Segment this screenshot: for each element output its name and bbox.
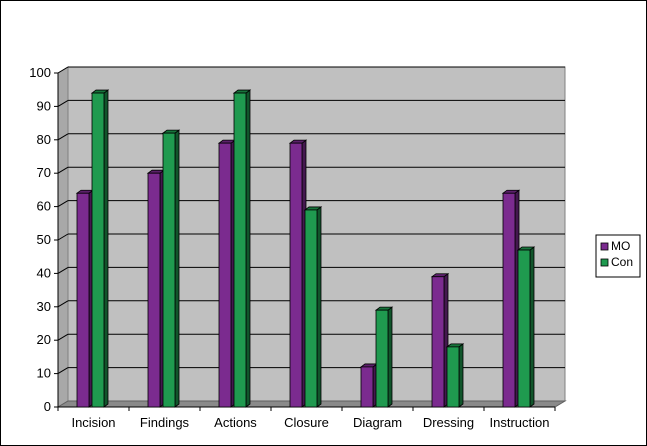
bar-front — [218, 142, 232, 408]
x-tick-label: Incision — [71, 415, 115, 430]
bar-front — [233, 92, 247, 408]
y-tick-label: 40 — [37, 265, 51, 280]
bars — [75, 89, 536, 408]
bar-front — [375, 309, 389, 408]
bar-front — [162, 132, 176, 408]
y-tick-label: 30 — [37, 299, 51, 314]
gridline-side — [57, 133, 69, 141]
legend-swatch-mo — [600, 242, 609, 251]
gridline-side — [57, 300, 69, 308]
bar-mo-actions — [217, 139, 237, 408]
y-tick-label: 80 — [37, 132, 51, 147]
y-tick-label: 70 — [37, 165, 51, 180]
gridline-side — [57, 233, 69, 241]
bar-side — [529, 246, 535, 408]
gridline-side — [57, 66, 69, 74]
gridline-side — [57, 367, 69, 375]
gridline-side — [57, 266, 69, 274]
bar-side — [245, 89, 251, 408]
bar-mo-findings — [146, 169, 166, 408]
x-tick-label: Diagram — [353, 415, 402, 430]
x-axis-ticks: Incision Findings Actions Closure Diagram Dre… — [57, 407, 556, 430]
x-tick-label: Closure — [284, 415, 329, 430]
bar-front — [91, 92, 105, 408]
bar-mo-diagram — [359, 363, 379, 408]
bar-con-findings — [161, 129, 181, 408]
legend-label-mo: MO — [611, 239, 630, 253]
legend-box — [595, 234, 641, 278]
gridline-side — [57, 166, 69, 174]
x-tick-label: Findings — [140, 415, 190, 430]
bar-front — [304, 209, 318, 408]
bar-mo-closure — [288, 139, 308, 408]
y-tick-label: 50 — [37, 232, 51, 247]
bar-side — [316, 206, 322, 408]
gridline-side — [57, 200, 69, 208]
bar-mo-instruction — [501, 189, 521, 408]
x-tick-label: Actions — [214, 415, 257, 430]
y-tick-label: 100 — [29, 65, 51, 80]
gridline-side — [57, 333, 69, 341]
bar-front — [289, 142, 303, 408]
bar-con-instruction — [516, 246, 536, 408]
x-tick-label: Instruction — [490, 415, 550, 430]
bar-side — [387, 306, 393, 408]
bar-side — [458, 343, 464, 408]
bar-side — [174, 129, 180, 408]
bar-con-actions — [232, 89, 252, 408]
bar-con-diagram — [374, 306, 394, 408]
bar-front — [446, 346, 460, 408]
bar-con-dressing — [445, 343, 465, 408]
legend: MO Con — [595, 234, 641, 278]
bar-side — [103, 89, 109, 408]
bar-front — [360, 366, 374, 408]
bar-front — [517, 249, 531, 408]
bar-con-closure — [303, 206, 323, 408]
y-tick-label: 60 — [37, 199, 51, 214]
bar-front — [147, 172, 161, 408]
bar-front — [502, 192, 516, 408]
y-tick-label: 20 — [37, 332, 51, 347]
gridline-side — [57, 99, 69, 107]
bar-mo-incision — [75, 189, 95, 408]
legend-swatch-con — [600, 258, 609, 267]
y-tick-label: 10 — [37, 366, 51, 381]
y-tick-label: 90 — [37, 98, 51, 113]
bar-con-incision — [90, 89, 110, 408]
bar-front — [76, 192, 90, 408]
bar-front — [431, 276, 445, 408]
legend-label-con: Con — [611, 255, 633, 269]
y-axis-ticks: 0 10 20 30 40 50 60 70 80 90 100 — [29, 65, 58, 414]
x-tick-label: Dressing — [423, 415, 474, 430]
bar-mo-dressing — [430, 272, 450, 408]
y-tick-label: 0 — [44, 399, 51, 414]
